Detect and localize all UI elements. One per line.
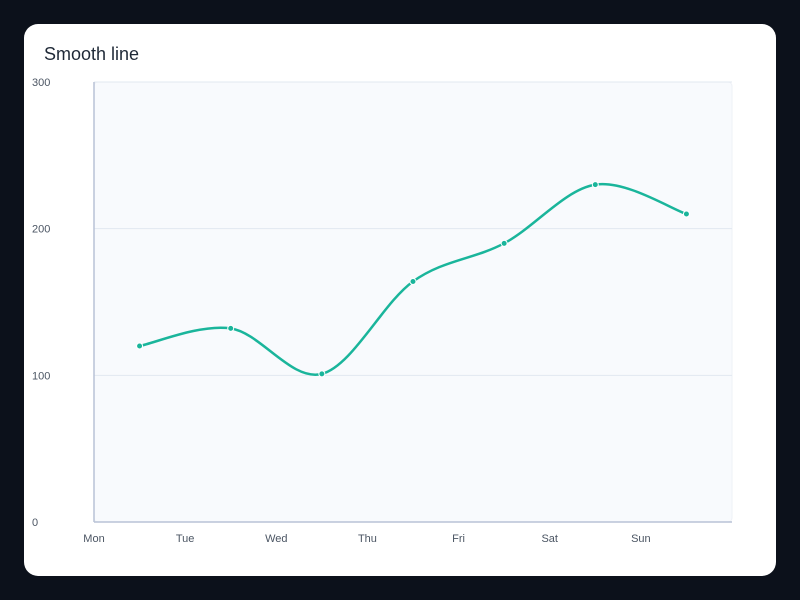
y-tick-label: 200: [32, 224, 50, 236]
x-tick-label: Fri: [452, 533, 465, 545]
data-point: [591, 181, 599, 189]
x-tick-label: Thu: [358, 533, 377, 545]
data-point: [682, 210, 690, 218]
data-point: [227, 324, 235, 332]
data-point: [318, 370, 326, 378]
data-points: [136, 181, 690, 378]
axes: [93, 82, 732, 523]
x-tick-label: Mon: [83, 533, 104, 545]
chart-card: Smooth line 0 100 200 300 Mon Tue Wed Thu Fri Sa…: [24, 24, 776, 576]
data-point: [136, 342, 144, 350]
y-tick-label: 0: [32, 517, 38, 529]
chart-title: Smooth line: [44, 44, 140, 64]
line-chart: 0 100 200 300 Mon Tue Wed Thu Fri Sat Sun: [32, 77, 733, 545]
x-axis-ticks: Mon Tue Wed Thu Fri Sat Sun: [83, 533, 650, 545]
x-tick-label: Sat: [541, 533, 558, 545]
plot-area: [93, 81, 733, 523]
x-tick-label: Wed: [265, 533, 287, 545]
y-tick-label: 100: [32, 370, 50, 382]
data-point: [500, 239, 508, 247]
y-tick-label: 300: [32, 77, 50, 89]
y-axis-ticks: 0 100 200 300: [32, 77, 50, 529]
x-tick-label: Tue: [176, 533, 195, 545]
data-point: [409, 277, 417, 285]
gridlines: [94, 81, 732, 376]
x-tick-label: Sun: [631, 533, 651, 545]
